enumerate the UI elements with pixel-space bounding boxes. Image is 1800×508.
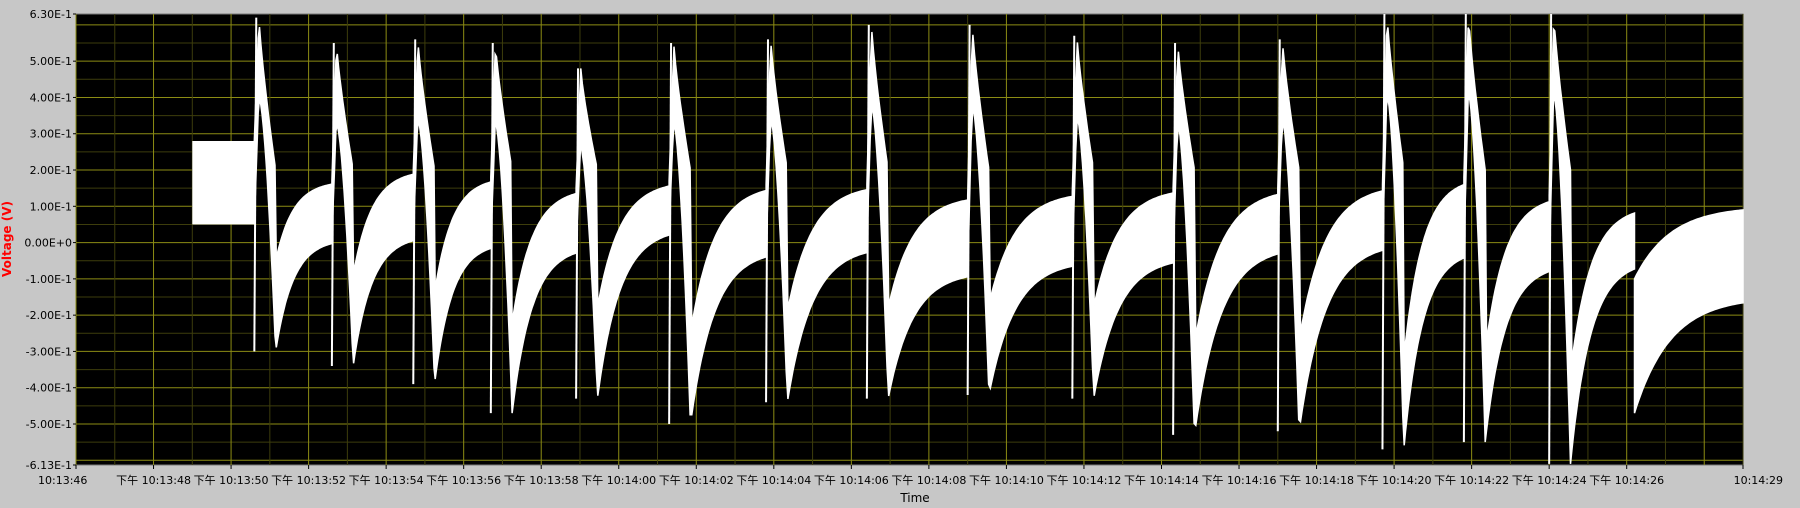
y-tick-label: -5.00E-1 [26, 418, 72, 431]
voltage-spike [966, 24, 971, 395]
x-tick-label: 下午 10:13:50 [194, 474, 269, 487]
x-tick-label: 下午 10:14:18 [1279, 474, 1354, 487]
y-tick-label: -6.13E-1 [26, 459, 72, 472]
y-tick-label: 1.00E-1 [30, 200, 72, 213]
y-tick-label: 5.00E-1 [30, 55, 72, 68]
x-tick-label: 下午 10:13:58 [504, 474, 579, 487]
voltage-tail [1633, 209, 1744, 414]
y-tick-label: 0.00E+0 [24, 237, 72, 250]
voltage-pulse [575, 68, 670, 396]
voltage-spike [668, 43, 673, 425]
y-axis-tick-labels: 6.30E-1 5.00E-1 4.00E-1 3.00E-1 2.00E-1 1.00E… [24, 8, 76, 472]
voltage-spike [1071, 35, 1076, 399]
x-tick-label: 下午 10:13:54 [349, 474, 424, 487]
x-tick-label: 下午 10:14:22 [1434, 474, 1509, 487]
x-tick-label: 下午 10:13:52 [271, 474, 346, 487]
y-tick-label: -1.00E-1 [26, 273, 72, 286]
x-tick-label: 下午 10:14:02 [659, 474, 734, 487]
y-tick-label: 6.30E-1 [30, 8, 72, 21]
x-tick-label: 下午 10:14:14 [1124, 474, 1199, 487]
voltage-spike [412, 39, 417, 385]
x-axis-tick-labels: 10:13:46 下午 10:13:48 下午 10:13:50 下午 10:13:5… [38, 465, 1783, 487]
y-tick-label: -3.00E-1 [26, 345, 72, 358]
x-tick-label: 下午 10:14:00 [581, 474, 656, 487]
x-tick-label: 10:13:46 [38, 474, 87, 487]
voltage-spike [489, 43, 494, 414]
voltage-spike [575, 68, 580, 399]
x-axis-label: Time [899, 491, 929, 504]
y-tick-label: 4.00E-1 [30, 91, 72, 104]
x-tick-label: 下午 10:14:12 [1047, 474, 1122, 487]
x-tick-label: 下午 10:14:08 [891, 474, 966, 487]
x-tick-label: 下午 10:14:24 [1512, 474, 1587, 487]
y-axis-label: Voltage (V) [0, 201, 14, 277]
voltage-spike [1548, 13, 1553, 464]
x-tick-label: 下午 10:13:56 [426, 474, 501, 487]
series-voltage [192, 13, 1744, 464]
x-tick-label: 下午 10:14:16 [1202, 474, 1277, 487]
x-tick-label: 下午 10:14:20 [1357, 474, 1432, 487]
x-tick-label: 下午 10:14:26 [1589, 474, 1664, 487]
voltage-spike [1462, 13, 1467, 443]
y-tick-label: 3.00E-1 [30, 128, 72, 141]
x-tick-label: 下午 10:14:10 [969, 474, 1044, 487]
voltage-spike [865, 24, 870, 399]
x-tick-label: 下午 10:13:48 [116, 474, 191, 487]
y-tick-label: -2.00E-1 [26, 309, 72, 322]
voltage-spike [1172, 43, 1177, 435]
x-tick-label: 下午 10:14:04 [736, 474, 811, 487]
voltage-spike [765, 39, 769, 403]
voltage-pulse [1548, 26, 1636, 464]
voltage-spike [330, 43, 335, 366]
y-tick-label: -4.00E-1 [26, 382, 72, 395]
y-tick-label: 2.00E-1 [30, 164, 72, 177]
voltage-spike [1276, 39, 1281, 432]
x-tick-label: 下午 10:14:06 [814, 474, 889, 487]
x-tick-label: 10:14:29 [1734, 474, 1783, 487]
voltage-spike [1381, 13, 1386, 450]
start-noise-block [192, 140, 255, 225]
voltage-spike [253, 17, 258, 352]
